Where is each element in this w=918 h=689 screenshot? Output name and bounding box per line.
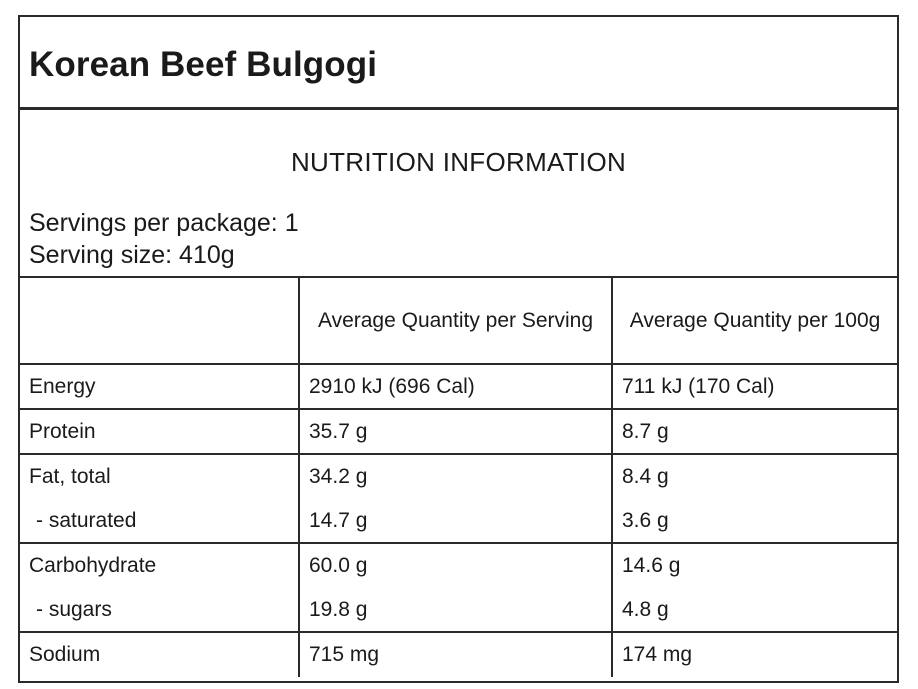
row-label: Energy bbox=[20, 364, 300, 409]
nutrition-table: Average Quantity per Serving Average Qua… bbox=[20, 276, 897, 677]
row-per-serving: 715 mg bbox=[299, 632, 613, 677]
row-label: Carbohydrate bbox=[20, 543, 300, 588]
header-per-serving: Average Quantity per Serving bbox=[299, 277, 613, 364]
table-row-sugars: - sugars 19.8 g 4.8 g bbox=[20, 588, 897, 632]
serving-size: Serving size: 410g bbox=[29, 241, 235, 269]
table-row-saturated: - saturated 14.7 g 3.6 g bbox=[20, 499, 897, 543]
table-row-carbohydrate: Carbohydrate 60.0 g 14.6 g bbox=[20, 543, 897, 588]
servings-per-package: Servings per package: 1 bbox=[29, 209, 299, 237]
table-row-sodium: Sodium 715 mg 174 mg bbox=[20, 632, 897, 677]
table-row-fat-total: Fat, total 34.2 g 8.4 g bbox=[20, 454, 897, 499]
row-per-serving: 2910 kJ (696 Cal) bbox=[299, 364, 613, 409]
row-label: Fat, total bbox=[20, 454, 300, 499]
header-nutrient bbox=[20, 277, 300, 364]
row-per-100g: 8.7 g bbox=[622, 419, 669, 443]
table-row-energy: Energy 2910 kJ (696 Cal) 711 kJ (170 Cal… bbox=[20, 364, 897, 409]
nutrition-panel: Korean Beef Bulgogi NUTRITION INFORMATIO… bbox=[18, 15, 899, 683]
row-per-serving: 14.7 g bbox=[299, 499, 613, 543]
table-row-protein: Protein 35.7 g 8.7 g bbox=[20, 409, 897, 454]
row-per-100g: 174 mg bbox=[622, 643, 693, 666]
row-label: Sodium bbox=[20, 632, 300, 677]
row-per-100g: 3.6 g bbox=[622, 508, 669, 532]
row-per-100g: 8.4 g bbox=[622, 465, 669, 488]
row-label: - saturated bbox=[20, 499, 300, 543]
row-label: - sugars bbox=[20, 588, 300, 632]
product-title: Korean Beef Bulgogi bbox=[29, 45, 378, 84]
row-label: Protein bbox=[20, 409, 300, 454]
row-per-serving: 60.0 g bbox=[299, 543, 613, 588]
table-header-row: Average Quantity per Serving Average Qua… bbox=[20, 277, 897, 364]
nutrition-heading: NUTRITION INFORMATION bbox=[290, 147, 627, 177]
row-per-100g: 14.6 g bbox=[622, 554, 681, 577]
row-per-serving: 34.2 g bbox=[299, 454, 613, 499]
row-per-serving: 35.7 g bbox=[299, 409, 613, 454]
header-per-100g: Average Quantity per 100g bbox=[629, 309, 881, 332]
row-per-100g: 4.8 g bbox=[622, 597, 669, 621]
row-per-100g: 711 kJ (170 Cal) bbox=[622, 374, 775, 398]
row-per-serving: 19.8 g bbox=[299, 588, 613, 632]
servings-info: Servings per package: 1 Serving size: 41… bbox=[29, 207, 299, 271]
title-bar: Korean Beef Bulgogi bbox=[20, 17, 897, 110]
